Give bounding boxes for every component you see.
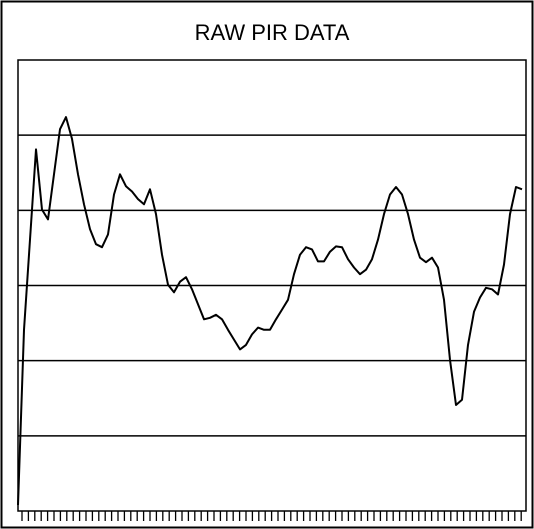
data-line — [17, 116, 523, 506]
chart-title: RAW PIR DATA — [195, 20, 350, 45]
